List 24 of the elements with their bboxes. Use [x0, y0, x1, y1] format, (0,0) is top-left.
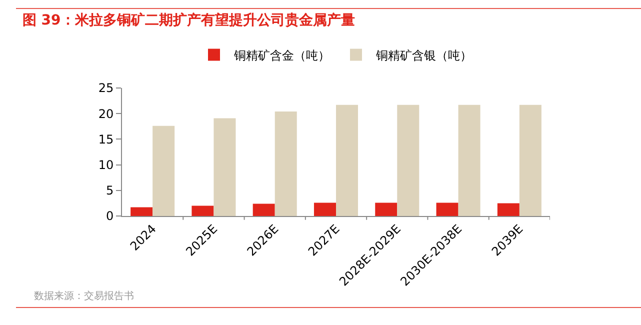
bar	[314, 202, 336, 216]
bar	[252, 204, 275, 216]
y-tick-label: 0	[106, 209, 114, 224]
bar	[458, 104, 480, 216]
y-tick-label: 5	[106, 184, 114, 198]
bar	[497, 203, 520, 216]
bar	[336, 104, 358, 216]
bar	[436, 202, 458, 216]
bar	[375, 202, 398, 216]
bar	[397, 104, 420, 216]
legend-label: 铜精矿含金（吨）	[233, 48, 330, 62]
y-tick-label: 20	[98, 106, 114, 121]
source-note: 数据来源：交易报告书	[34, 290, 134, 302]
y-tick-label: 25	[98, 81, 114, 96]
bar	[130, 207, 153, 216]
y-tick-label: 15	[98, 132, 114, 146]
chart-title: 图 39：米拉多铜矿二期扩产有望提升公司贵金属产量	[22, 11, 355, 28]
legend-label: 铜精矿含银（吨）	[375, 48, 472, 62]
bar	[214, 118, 236, 216]
bar	[192, 206, 214, 216]
y-tick-label: 10	[98, 158, 114, 172]
bar	[519, 104, 542, 216]
bar	[274, 112, 297, 216]
bar	[152, 126, 175, 216]
